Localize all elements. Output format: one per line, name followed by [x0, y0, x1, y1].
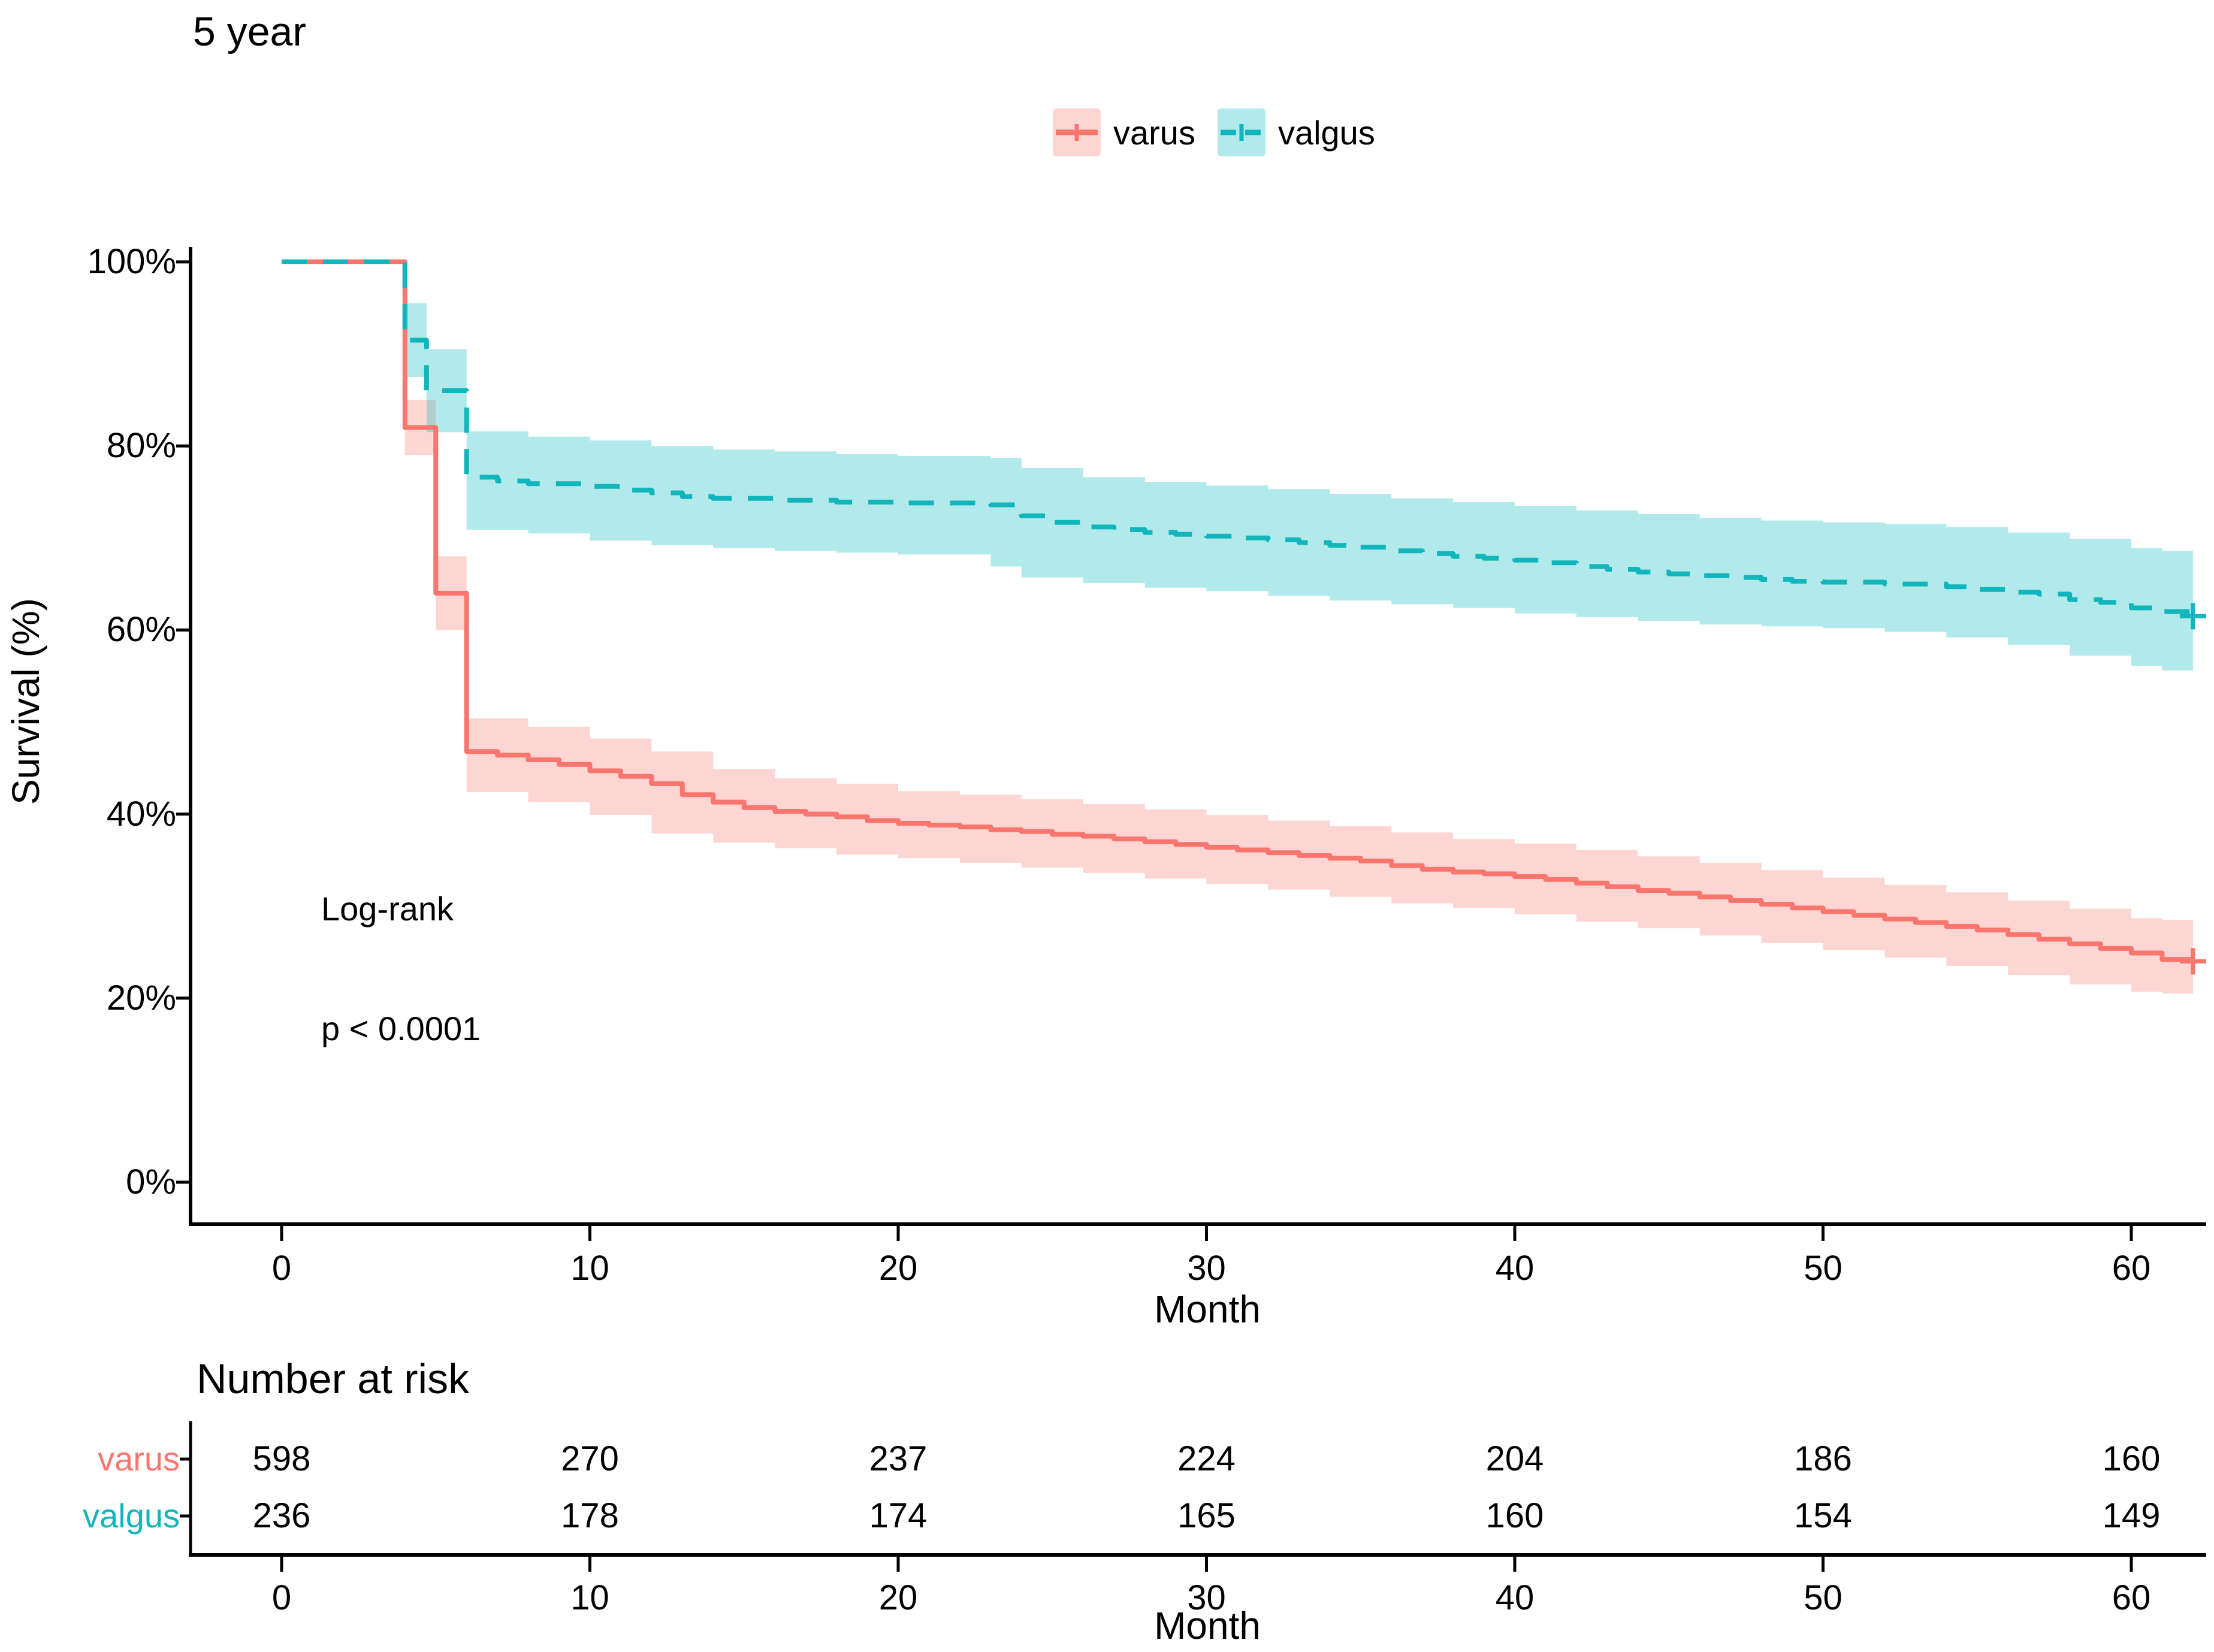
risk-x-tick-label: 10 [570, 1578, 609, 1617]
y-tick-label: 60% [106, 610, 176, 650]
y-tick-label: 100% [87, 242, 176, 281]
risk-value-valgus-m50: 154 [1794, 1496, 1852, 1535]
varus-legend-key-icon [1052, 108, 1101, 157]
y-tick-label: 80% [106, 426, 176, 466]
risk-table-title: Number at risk [197, 1355, 470, 1402]
risk-value-valgus-m40: 160 [1485, 1496, 1544, 1535]
valgus-survival-curve [282, 259, 2195, 617]
legend-item-varus: varus [1052, 108, 1195, 157]
risk-value-valgus-m10: 178 [561, 1496, 619, 1535]
risk-value-varus-m40: 204 [1485, 1439, 1544, 1478]
valgus-legend-key-icon [1217, 108, 1266, 157]
risk-value-varus-m30: 224 [1177, 1439, 1236, 1478]
risk-value-varus-m50: 186 [1794, 1439, 1852, 1478]
risk-x-tick-label: 50 [1804, 1578, 1843, 1617]
risk-value-valgus-m30: 165 [1177, 1496, 1236, 1535]
x-tick-label: 0 [271, 1249, 292, 1288]
legend: varus valgus [1052, 108, 1375, 157]
pvalue-annotation: p < 0.0001 [321, 1010, 481, 1047]
x-tick-label: 10 [570, 1249, 609, 1288]
legend-label-varus: varus [1113, 113, 1195, 152]
risk-value-valgus-m0: 236 [252, 1496, 311, 1535]
valgus-censor-mark [2179, 603, 2206, 630]
risk-x-tick-label: 20 [878, 1578, 918, 1617]
risk-x-tick-label: 40 [1495, 1578, 1535, 1617]
valgus-confidence-band [404, 303, 2193, 671]
legend-item-valgus: valgus [1217, 108, 1375, 157]
risk-value-varus-m0: 598 [252, 1439, 311, 1478]
varus-censor-mark [2179, 948, 2206, 975]
risk-x-tick-label: 60 [2112, 1578, 2151, 1617]
risk-value-varus-m60: 160 [2102, 1439, 2161, 1478]
x-axis-title: Month [1154, 1288, 1261, 1331]
y-tick-label: 0% [126, 1162, 176, 1201]
risk-value-varus-m10: 270 [561, 1439, 619, 1478]
x-tick-label: 50 [1804, 1249, 1843, 1288]
x-tick-label: 20 [878, 1249, 918, 1288]
page-title: 5 year [193, 9, 306, 55]
x-tick-label: 30 [1187, 1249, 1226, 1288]
risk-x-axis-title: Month [1154, 1604, 1261, 1647]
y-tick-label: 40% [106, 794, 176, 833]
varus-survival-curve [282, 259, 2195, 962]
risk-x-tick-label: 30 [1187, 1578, 1226, 1617]
risk-x-tick-label: 0 [271, 1578, 292, 1617]
legend-label-valgus: valgus [1277, 113, 1375, 152]
varus-confidence-band [404, 400, 2193, 994]
risk-value-valgus-m60: 149 [2102, 1496, 2161, 1535]
logrank-annotation: Log-rank [321, 890, 454, 928]
risk-row-label-valgus: valgus [83, 1497, 180, 1535]
risk-value-valgus-m20: 174 [869, 1496, 928, 1535]
y-tick-label: 20% [106, 978, 176, 1017]
x-tick-label: 60 [2112, 1249, 2151, 1288]
x-tick-label: 40 [1495, 1249, 1535, 1288]
risk-value-varus-m20: 237 [869, 1439, 928, 1478]
risk-row-label-varus: varus [98, 1440, 180, 1478]
